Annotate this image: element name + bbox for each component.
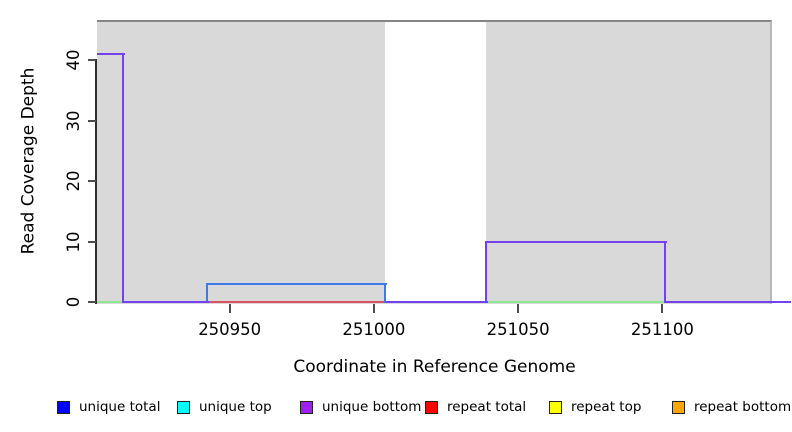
legend-swatch-unique-bottom-icon bbox=[300, 400, 313, 414]
legend-label: unique total bbox=[79, 399, 161, 415]
coverage-line-segment bbox=[206, 301, 388, 303]
x-tick-label: 251000 bbox=[342, 320, 406, 339]
coverage-line-segment bbox=[205, 282, 208, 303]
y-tick-label: 10 bbox=[63, 231, 83, 252]
legend-label: repeat bottom bbox=[694, 399, 792, 415]
coverage-line-segment bbox=[384, 282, 387, 303]
x-tick-mark bbox=[661, 304, 664, 313]
legend: unique total unique top unique bottom repea… bbox=[0, 398, 792, 420]
x-tick-label: 251050 bbox=[486, 320, 550, 339]
y-tick-label: 20 bbox=[63, 170, 83, 192]
coverage-line-segment bbox=[122, 301, 209, 303]
coverage-line-segment bbox=[664, 240, 667, 303]
coverage-line-segment bbox=[206, 282, 388, 285]
y-tick-label: 30 bbox=[63, 110, 83, 131]
y-tick-mark bbox=[88, 59, 96, 61]
y-axis-title: Read Coverage Depth bbox=[18, 67, 39, 255]
x-tick-mark bbox=[372, 304, 375, 313]
legend-swatch-unique-total-icon bbox=[57, 400, 70, 414]
coverage-line-segment bbox=[486, 240, 668, 243]
y-tick-mark bbox=[88, 240, 96, 243]
x-tick-mark bbox=[228, 304, 231, 313]
legend-item: unique total bbox=[57, 398, 160, 416]
y-tick-mark bbox=[88, 119, 96, 122]
x-tick-label: 250950 bbox=[198, 320, 262, 339]
y-axis-line bbox=[95, 59, 97, 304]
y-tick-label: 0 bbox=[63, 296, 83, 308]
legend-swatch-repeat-top-icon bbox=[549, 400, 562, 414]
legend-item: repeat bottom bbox=[672, 398, 791, 416]
legend-swatch-repeat-bottom-icon bbox=[672, 400, 685, 414]
repeat-region-mask bbox=[385, 22, 487, 303]
legend-swatch-unique-top-icon bbox=[177, 400, 190, 414]
x-tick-label: 251100 bbox=[630, 320, 694, 339]
coverage-line-segment bbox=[97, 301, 125, 303]
y-tick-mark bbox=[88, 180, 96, 182]
y-tick-mark bbox=[88, 301, 96, 303]
coverage-line-segment bbox=[486, 301, 668, 303]
legend-item: unique bottom bbox=[300, 398, 421, 416]
legend-item: unique top bbox=[177, 398, 272, 416]
x-axis-title: Coordinate in Reference Genome bbox=[293, 357, 576, 377]
coverage-line-segment bbox=[485, 240, 488, 303]
legend-label: repeat total bbox=[447, 399, 527, 415]
y-tick-label: 40 bbox=[63, 49, 83, 71]
legend-label: repeat top bbox=[571, 399, 642, 415]
legend-item: repeat top bbox=[549, 398, 641, 416]
legend-label: unique bottom bbox=[322, 399, 422, 415]
legend-label: unique top bbox=[199, 399, 272, 415]
legend-swatch-repeat-total-icon bbox=[425, 400, 438, 414]
coverage-line-segment bbox=[97, 52, 125, 55]
x-tick-mark bbox=[517, 304, 520, 313]
coverage-line-segment bbox=[385, 301, 489, 303]
coverage-line-segment bbox=[121, 52, 124, 303]
coverage-line-segment bbox=[665, 301, 792, 303]
legend-item: repeat total bbox=[425, 398, 526, 416]
